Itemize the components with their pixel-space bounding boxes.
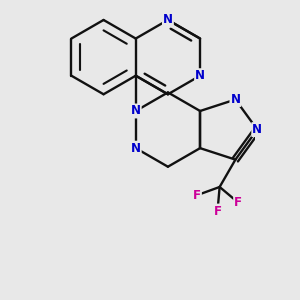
Text: N: N xyxy=(195,69,205,82)
Text: N: N xyxy=(230,93,240,106)
Text: N: N xyxy=(131,142,141,154)
Text: N: N xyxy=(131,104,141,118)
Text: F: F xyxy=(193,189,201,202)
Text: N: N xyxy=(163,14,173,26)
Text: F: F xyxy=(214,205,221,218)
Text: F: F xyxy=(234,196,242,209)
Text: N: N xyxy=(252,123,262,136)
